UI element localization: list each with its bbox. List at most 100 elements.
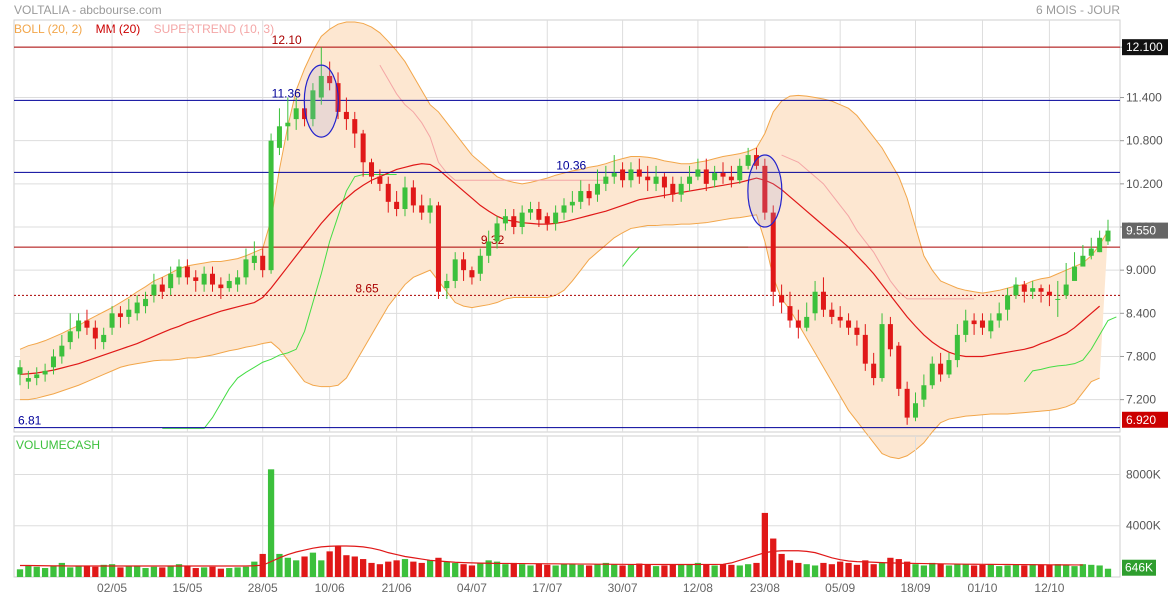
volume-bar [67, 567, 74, 577]
volume-bar [569, 563, 576, 577]
candle-body [293, 108, 299, 120]
candle-body [1021, 284, 1027, 292]
volume-bar [175, 564, 183, 577]
candle-body [536, 209, 542, 220]
bollinger-lower-line [20, 214, 1100, 460]
candle-body [184, 266, 190, 278]
volume-bar [811, 565, 819, 577]
supertrend-up-line [162, 173, 397, 429]
volume-bar [443, 561, 450, 577]
volume-bar [803, 564, 810, 577]
volume-bar [585, 565, 593, 577]
candle-body [84, 320, 90, 328]
volume-bar [452, 562, 459, 577]
candle-body [779, 295, 785, 303]
candle-body [159, 284, 165, 292]
x-tick-label: 28/05 [248, 581, 278, 595]
volume-bar [426, 560, 434, 577]
candle-body [42, 370, 48, 375]
volume-bar [75, 565, 82, 577]
level-label: 8.65 [355, 281, 379, 295]
candle-body [887, 324, 893, 350]
volume-bar [477, 562, 484, 577]
volume-bar [904, 561, 911, 577]
candle-body [1072, 266, 1078, 281]
candle-body [653, 176, 659, 184]
volume-bar [108, 564, 116, 577]
volume-bar [527, 565, 534, 577]
candle-body [394, 201, 400, 210]
volume-bar [644, 564, 651, 577]
volume-bar [753, 562, 760, 577]
candle-body [854, 327, 860, 335]
volume-bar [351, 556, 358, 577]
volume-bar [284, 557, 291, 577]
volume-bar [242, 566, 250, 577]
price-tag-label: 9.550 [1126, 224, 1156, 238]
candle-body [712, 173, 718, 181]
legend-supertrend: SUPERTREND (10, 3) [153, 22, 275, 36]
volume-bar [837, 561, 844, 577]
x-tick-label: 05/09 [825, 581, 855, 595]
volume-mm-line [20, 545, 1083, 567]
volume-bar [410, 561, 417, 577]
volume-bar [996, 566, 1003, 577]
candle-body [586, 191, 592, 199]
candle-body [502, 216, 508, 224]
candle-body [126, 309, 132, 317]
candle-body [979, 320, 985, 328]
volume-bar [744, 564, 752, 577]
candle-body [561, 205, 567, 213]
candle-body [879, 324, 885, 379]
x-tick-label: 18/09 [900, 581, 930, 595]
candle-body [469, 270, 475, 278]
candle-body [461, 259, 467, 271]
price-tick-label: 9.000 [1126, 263, 1156, 277]
candle-body [427, 205, 433, 213]
volume-bar [318, 560, 325, 577]
candle-body [302, 108, 308, 120]
candle-body [285, 122, 291, 127]
supertrend-down-line [379, 64, 606, 181]
volume-bar [142, 568, 149, 577]
candle-body [996, 313, 1002, 321]
volume-bar [619, 565, 626, 577]
candle-body [1046, 291, 1052, 296]
price-panel-frame [13, 19, 1121, 433]
candle-body [134, 302, 140, 314]
price-tag-label: 12.100 [1126, 40, 1163, 54]
volume-bar [418, 562, 425, 577]
volume-bar [117, 567, 124, 577]
volume-bar [853, 564, 861, 577]
volume-bar [560, 564, 568, 577]
highlight-ellipse [303, 64, 339, 138]
volume-bar [519, 564, 526, 577]
volume-bar [192, 568, 199, 577]
candle-body [59, 345, 65, 357]
volume-bar [16, 569, 24, 577]
volume-bar [719, 564, 727, 577]
volume-bar [125, 566, 132, 577]
volume-bar [393, 560, 400, 577]
price-tag-box [1122, 411, 1168, 428]
candle-body [1080, 255, 1086, 267]
price-tick-label: 10.800 [1126, 134, 1163, 148]
supertrend-up-line [622, 246, 749, 267]
candle-body [410, 187, 416, 206]
price-tick-label: 11.400 [1126, 91, 1162, 105]
volume-bar [200, 567, 208, 577]
candle-body [1105, 230, 1111, 242]
candle-body [594, 183, 600, 195]
candle-body [1005, 295, 1011, 310]
volume-bar [217, 568, 224, 577]
volume-bar [510, 562, 517, 577]
volume-bar [686, 564, 693, 577]
candle-body [1013, 284, 1019, 296]
candle-body [569, 201, 575, 206]
candle-body [703, 169, 709, 184]
volume-bar [435, 557, 442, 577]
volume-panel-frame [13, 435, 1121, 578]
volume-bar [184, 566, 191, 577]
candle-body [896, 345, 902, 389]
candle-body [226, 280, 232, 289]
